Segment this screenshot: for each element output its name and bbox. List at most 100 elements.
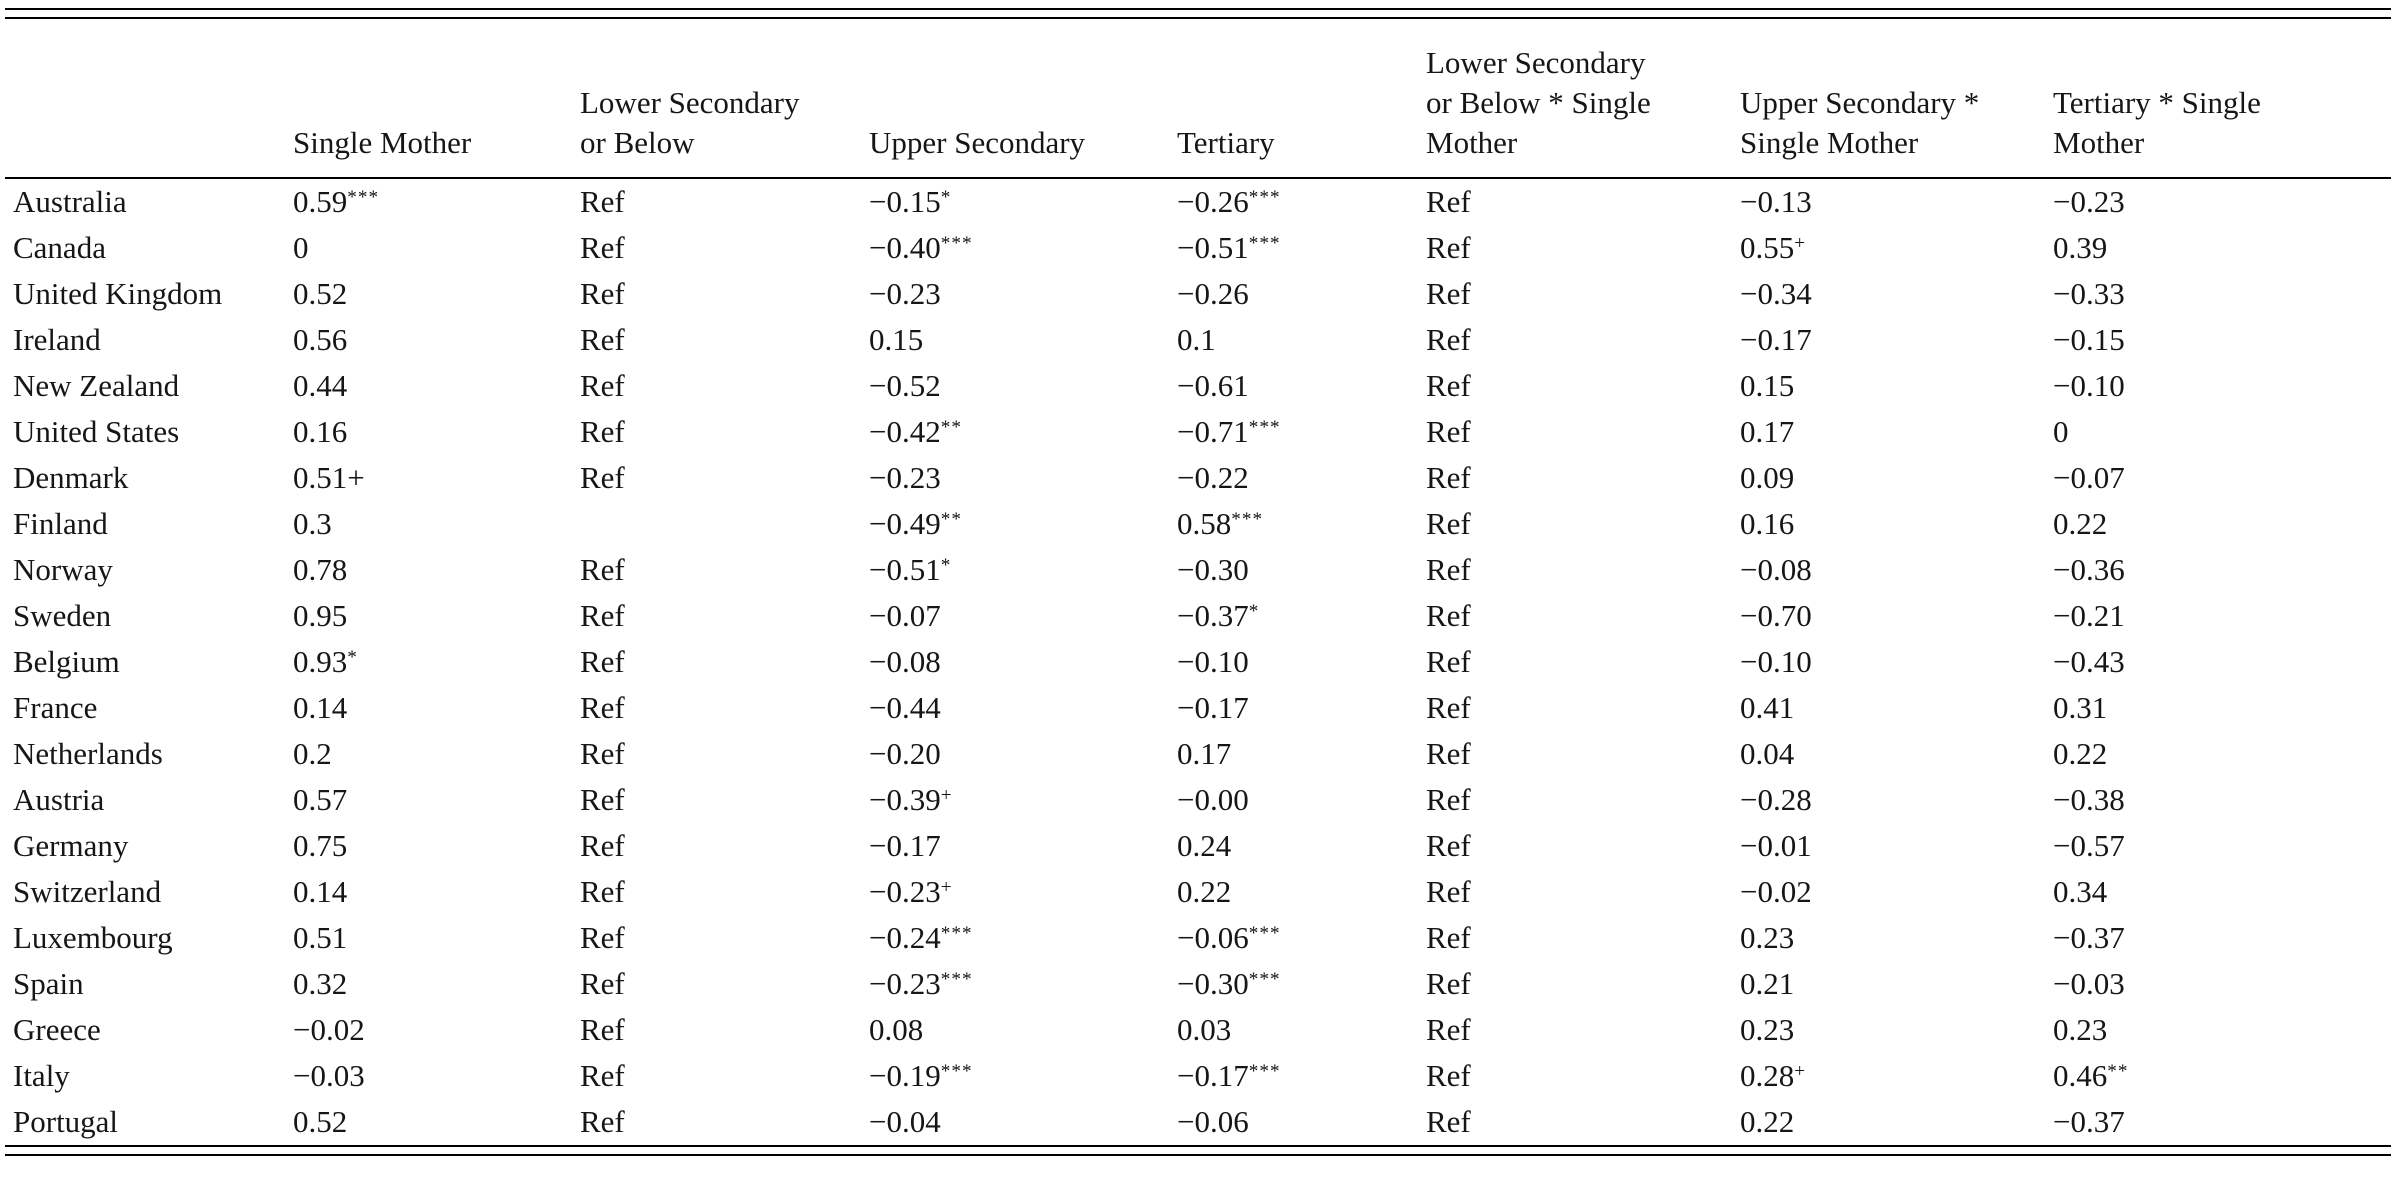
value-cell: Ref (580, 460, 625, 495)
column-header-lower-secondary-or-below-x-single-mother: Lower Secondary or Below * Single Mother (1426, 19, 1740, 179)
value-cell: 0.22 (2053, 736, 2108, 771)
value-cell: −0.30 (1177, 552, 1249, 587)
value-cell: Ref (580, 598, 625, 633)
value-cell (580, 501, 869, 547)
table-row-spain: Spain 0.32 Ref −0.23*** −0.30*** Ref 0.21 −0.03 (5, 961, 2391, 1007)
value-cell: Ref (580, 1104, 625, 1139)
significance-marker: ** (940, 417, 962, 439)
table-row-france: France 0.14 Ref −0.44 −0.17 Ref 0.41 0.31 (5, 685, 2391, 731)
value-cell: −0.21 (2053, 598, 2125, 633)
value-cell: 0.22 (2053, 506, 2108, 541)
value-cell: −0.36 (2053, 552, 2125, 587)
value-cell: Ref (1426, 184, 1471, 219)
value-cell: 0.39 (2053, 230, 2108, 265)
value-cell: −0.19*** (869, 1058, 973, 1093)
value-cell: Ref (1426, 552, 1471, 587)
significance-marker: + (1794, 1061, 1807, 1083)
value-cell: −0.37 (2053, 920, 2125, 955)
table-row-belgium: Belgium 0.93* Ref −0.08 −0.10 Ref −0.10 −0.43 (5, 639, 2391, 685)
country-cell: Netherlands (13, 736, 163, 771)
country-cell: Australia (13, 184, 127, 219)
value-cell: 0.95 (293, 598, 348, 633)
value-cell: 0.24 (1177, 828, 1232, 863)
value-cell: −0.26 (1177, 276, 1249, 311)
value-cell: −0.24*** (869, 920, 973, 955)
value-cell: −0.61 (1177, 368, 1249, 403)
value-cell: −0.23 (869, 460, 941, 495)
value-cell: −0.15* (869, 184, 952, 219)
value-cell: 0 (2053, 414, 2069, 449)
significance-marker: *** (1248, 187, 1281, 209)
value-cell: −0.34 (1740, 276, 1812, 311)
value-cell: 0.1 (1177, 322, 1216, 357)
value-cell: Ref (1426, 1012, 1471, 1047)
table-row-austria: Austria 0.57 Ref −0.39+ −0.00 Ref −0.28 −0.38 (5, 777, 2391, 823)
value-cell: Ref (580, 782, 625, 817)
significance-marker: * (347, 647, 358, 669)
significance-marker: + (1794, 233, 1807, 255)
value-cell: Ref (580, 184, 625, 219)
value-cell: 0.22 (1177, 874, 1232, 909)
value-cell: 0.78 (293, 552, 348, 587)
significance-marker: * (940, 555, 952, 577)
value-cell: Ref (580, 552, 625, 587)
value-cell: 0.58*** (1177, 506, 1264, 541)
column-header-country (5, 19, 293, 179)
table-row-germany: Germany 0.75 Ref −0.17 0.24 Ref −0.01 −0.57 (5, 823, 2391, 869)
value-cell: 0.3 (293, 506, 332, 541)
value-cell: −0.02 (1740, 874, 1812, 909)
value-cell: −0.04 (869, 1104, 941, 1139)
value-cell: −0.17 (869, 828, 941, 863)
value-cell: Ref (580, 414, 625, 449)
value-cell: 0.16 (293, 414, 348, 449)
value-cell: 0.15 (869, 322, 924, 357)
value-cell: 0.09 (1740, 460, 1795, 495)
value-cell: Ref (1426, 1058, 1471, 1093)
country-cell: Canada (13, 230, 106, 265)
value-cell: 0.2 (293, 736, 332, 771)
country-cell: Greece (13, 1012, 101, 1047)
top-double-rule (5, 8, 2391, 19)
value-cell: Ref (1426, 966, 1471, 1001)
table-row-switzerland: Switzerland 0.14 Ref −0.23+ 0.22 Ref −0.02 0.34 (5, 869, 2391, 915)
table-row-italy: Italy −0.03 Ref −0.19*** −0.17*** Ref 0.28+ 0.4… (5, 1053, 2391, 1099)
value-cell: 0.57 (293, 782, 348, 817)
value-cell: 0.41 (1740, 690, 1795, 725)
value-cell: Ref (1426, 690, 1471, 725)
value-cell: −0.52 (869, 368, 941, 403)
value-cell: −0.22 (1177, 460, 1249, 495)
value-cell: 0.14 (293, 690, 348, 725)
value-cell: Ref (1426, 322, 1471, 357)
value-cell: 0 (293, 230, 309, 265)
country-cell: Sweden (13, 598, 112, 633)
value-cell: −0.10 (2053, 368, 2125, 403)
country-cell: Luxembourg (13, 920, 173, 955)
value-cell: Ref (580, 644, 625, 679)
value-cell: −0.13 (1740, 184, 1812, 219)
value-cell: Ref (1426, 230, 1471, 265)
table-row-finland: Finland 0.3 −0.49** 0.58*** Ref 0.16 0.22 (5, 501, 2391, 547)
value-cell: −0.43 (2053, 644, 2125, 679)
table-row-canada: Canada 0 Ref −0.40*** −0.51*** Ref 0.55+ 0.39 (5, 225, 2391, 271)
value-cell: −0.49** (869, 506, 962, 541)
value-cell: −0.23*** (869, 966, 973, 1001)
value-cell: Ref (580, 874, 625, 909)
value-cell: Ref (1426, 644, 1471, 679)
country-cell: United Kingdom (13, 276, 223, 311)
country-cell: Germany (13, 828, 129, 863)
value-cell: 0.23 (1740, 920, 1795, 955)
table-row-ireland: Ireland 0.56 Ref 0.15 0.1 Ref −0.17 −0.15 (5, 317, 2391, 363)
table-row-luxembourg: Luxembourg 0.51 Ref −0.24*** −0.06*** Ref 0.23… (5, 915, 2391, 961)
value-cell: −0.51* (869, 552, 952, 587)
country-cell: Spain (13, 966, 84, 1001)
country-cell: Denmark (13, 460, 129, 495)
value-cell: −0.42** (869, 414, 962, 449)
value-cell: 0.32 (293, 966, 348, 1001)
country-cell: Portugal (13, 1104, 119, 1139)
value-cell: Ref (1426, 368, 1471, 403)
value-cell: Ref (580, 1012, 625, 1047)
value-cell: Ref (580, 230, 625, 265)
value-cell: −0.06*** (1177, 920, 1281, 955)
value-cell: 0.17 (1740, 414, 1795, 449)
value-cell: 0.52 (293, 276, 348, 311)
